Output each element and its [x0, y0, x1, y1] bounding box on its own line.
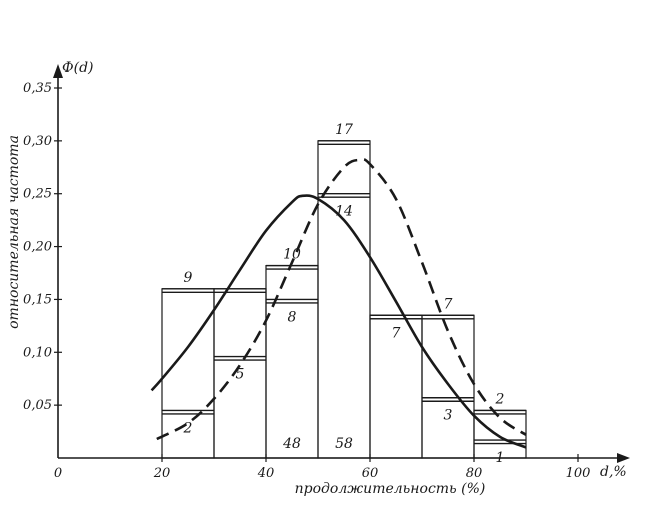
y-tick-label-0: 0,05	[23, 398, 52, 413]
x-tick-label-1: 20	[153, 466, 171, 481]
y-tick-label-1: 0,10	[23, 345, 52, 360]
bin-count-label-0: 48	[282, 436, 301, 452]
histogram-bin-5	[421, 314, 475, 459]
bar-label-b-0: 2	[183, 420, 193, 436]
x-tick-label-0: 0	[54, 466, 62, 481]
x-tick-label-3: 60	[362, 466, 379, 481]
bar-label-a-3: 17	[335, 122, 353, 138]
y-tick-label-3: 0,20	[23, 240, 52, 255]
x-axis-arrow	[617, 453, 630, 463]
bar-label-b-4: 7	[392, 325, 401, 341]
x-tick-label-2: 40	[257, 466, 275, 481]
tick-layer: 0 20 40 60 80 100 0,05 0,10 0,15 0,20 0,25 0,30 0,35	[23, 81, 590, 481]
histogram-bin-2	[265, 265, 319, 459]
histogram-bin-3	[317, 140, 371, 459]
x-tick-label-4: 80	[466, 466, 483, 481]
bar-label-a-5: 7	[444, 296, 453, 312]
bar-label-b-5: 3	[444, 408, 453, 424]
bar-label-b-6: 1	[496, 450, 505, 466]
y-tick-label-6: 0,35	[23, 81, 52, 96]
axis-layer: Ф(d) d,% продолжительность (%) относител…	[6, 60, 630, 497]
series-curve-solid	[150, 194, 527, 449]
curve-layer	[150, 157, 527, 449]
y-axis-title: относительная частота	[6, 135, 22, 329]
bar-label-a-0: 9	[184, 270, 193, 286]
y-tick-label-5: 0,30	[23, 134, 52, 149]
label-layer: 9 2 5 10 8 17 14 7 7 3 2 1 48 58	[183, 122, 505, 466]
y-axis-arrow	[53, 64, 63, 78]
x-axis-title: продолжительность (%)	[295, 481, 486, 497]
bin-count-label-1: 58	[335, 436, 353, 452]
bar-label-b-2: 8	[288, 309, 297, 325]
x-axis-unit-label: d,%	[600, 464, 627, 480]
y-tick-label-2: 0,15	[23, 292, 52, 307]
y-tick-label-4: 0,25	[23, 187, 52, 202]
bar-label-b-3: 14	[335, 204, 353, 220]
bar-layer	[161, 140, 527, 459]
y-axis-short-label: Ф(d)	[62, 60, 94, 76]
series-curve-dashed	[156, 157, 527, 441]
x-tick-label-5: 100	[566, 466, 591, 481]
bar-label-a-6: 2	[495, 391, 505, 407]
bar-label-a-2: 10	[283, 247, 301, 263]
bar-label-b-1: 5	[236, 367, 245, 383]
